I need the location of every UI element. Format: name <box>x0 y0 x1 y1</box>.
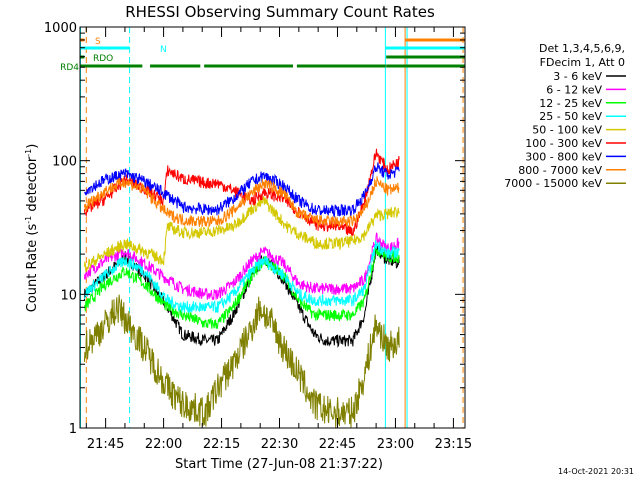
axes: 1 10 100 1000 21:45 22:00 22:15 22:30 22:45 23:00… <box>44 21 472 452</box>
status-label-rdo: RDO <box>93 54 113 64</box>
y-axis-label: Count Rate (s-1 detector-1) <box>24 144 40 313</box>
series-line-300-800-kev <box>84 162 400 218</box>
chart-title: RHESSI Observing Summary Count Rates <box>125 3 435 21</box>
series-line-50-100-kev <box>83 195 400 273</box>
series-line-12-25-kev <box>84 245 400 330</box>
status-label-rd4: RD4 <box>60 63 79 73</box>
legend-entry-3-6-kev: 3 - 6 keV <box>553 70 602 83</box>
legend-entry-6-12-kev: 6 - 12 keV <box>546 83 602 96</box>
x-tick-label: 22:30 <box>261 437 298 452</box>
x-axis-label: Start Time (27-Jun-08 21:37:22) <box>175 457 383 472</box>
legend-entry-300-800-kev: 300 - 800 keV <box>525 150 602 163</box>
legend-header-line-2: FDecim 1, Att 0 <box>540 56 625 69</box>
legend-entry-25-50-kev: 25 - 50 keV <box>539 110 602 123</box>
legend-header-line-1: Det 1,3,4,5,6,9, <box>539 42 625 55</box>
series-line-7000-15000-kev <box>83 294 400 429</box>
x-tick-label: 21:45 <box>87 437 124 452</box>
plot-area: S N RDO RD4 <box>60 27 466 429</box>
legend-entry-50-100-kev: 50 - 100 keV <box>532 124 602 137</box>
series-line-25-50-kev <box>83 240 400 314</box>
legend-entry-12-25-kev: 12 - 25 keV <box>539 97 602 110</box>
status-label-n: N <box>160 45 167 55</box>
y-tick-label: 1 <box>69 422 77 437</box>
x-tick-label: 22:45 <box>319 437 356 452</box>
legend-entry-7000-15000-kev: 7000 - 15000 keV <box>504 177 602 190</box>
legend: Det 1,3,4,5,6,9, FDecim 1, Att 0 3 - 6 k… <box>504 42 626 190</box>
x-tick-label: 22:15 <box>203 437 240 452</box>
plot-frame <box>79 26 466 429</box>
legend-entry-100-300-kev: 100 - 300 keV <box>525 137 602 150</box>
status-label-s: S <box>95 37 101 47</box>
x-tick-label: 23:15 <box>435 437 472 452</box>
y-tick-label: 1000 <box>44 21 77 36</box>
series-line-6-12-kev <box>83 232 400 301</box>
footer-timestamp: 14-Oct-2021 20:31 <box>558 467 634 476</box>
x-tick-label: 23:00 <box>377 437 414 452</box>
y-tick-label: 10 <box>60 288 77 303</box>
y-tick-label: 100 <box>52 155 77 170</box>
series-line-800-7000-kev <box>83 176 400 228</box>
legend-entry-800-7000-kev: 800 - 7000 keV <box>518 164 602 177</box>
x-tick-label: 22:00 <box>145 437 182 452</box>
